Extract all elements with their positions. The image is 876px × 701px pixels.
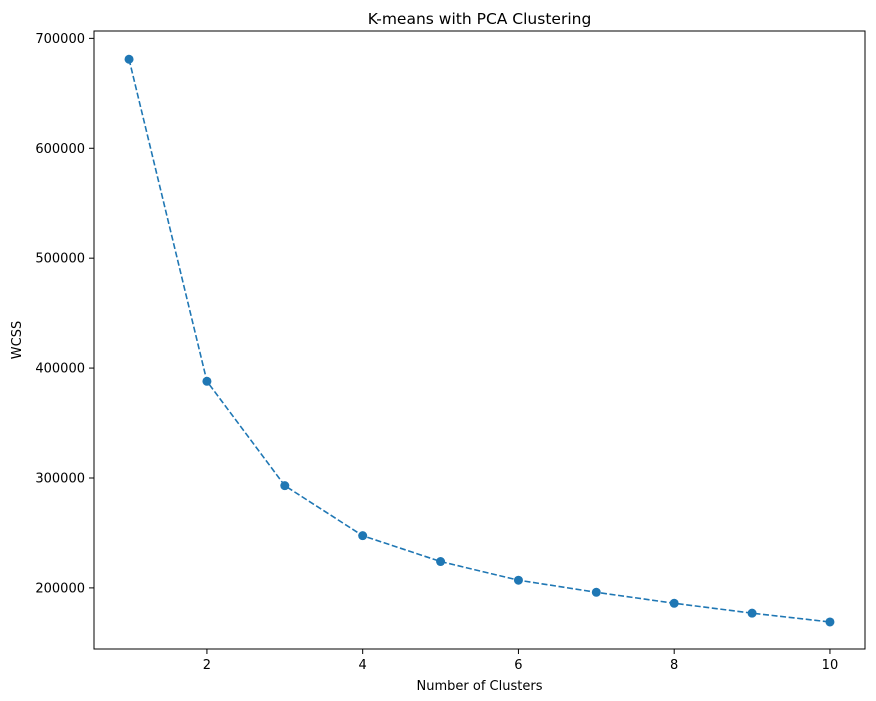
chart-title: K-means with PCA Clustering [368, 10, 592, 28]
data-point [747, 608, 757, 618]
data-point [591, 587, 601, 597]
data-point [202, 376, 212, 386]
series-layer [124, 54, 835, 627]
data-point [669, 598, 679, 608]
x-tick-label: 6 [514, 658, 522, 673]
data-point [358, 531, 368, 541]
data-point [825, 617, 835, 627]
y-tick-label: 600000 [35, 142, 85, 157]
y-axis-label: WCSS [10, 321, 25, 359]
data-point [513, 575, 523, 585]
plot-frame [93, 30, 866, 650]
x-tick-label: 8 [670, 658, 678, 673]
plot-area: 2 4 6 8 10 200000 300000 400000 500000 600000 700… [35, 30, 866, 673]
y-tick-label: 200000 [35, 581, 85, 596]
data-point [280, 481, 290, 491]
y-tick-label: 700000 [35, 32, 85, 47]
y-tick-label: 300000 [35, 471, 85, 486]
x-tick-label: 10 [822, 658, 839, 673]
x-tick-label: 4 [359, 658, 367, 673]
x-tick-label: 2 [203, 658, 211, 673]
y-tick-label: 500000 [35, 252, 85, 267]
series-line [128, 59, 831, 623]
y-tick-label: 400000 [35, 362, 85, 377]
data-point [436, 557, 446, 567]
data-point [124, 54, 134, 64]
y-axis-ticks: 200000 300000 400000 500000 600000 700000 [35, 32, 94, 596]
x-axis-ticks: 2 4 6 8 10 [203, 649, 838, 673]
x-axis-label: Number of Clusters [417, 679, 543, 694]
